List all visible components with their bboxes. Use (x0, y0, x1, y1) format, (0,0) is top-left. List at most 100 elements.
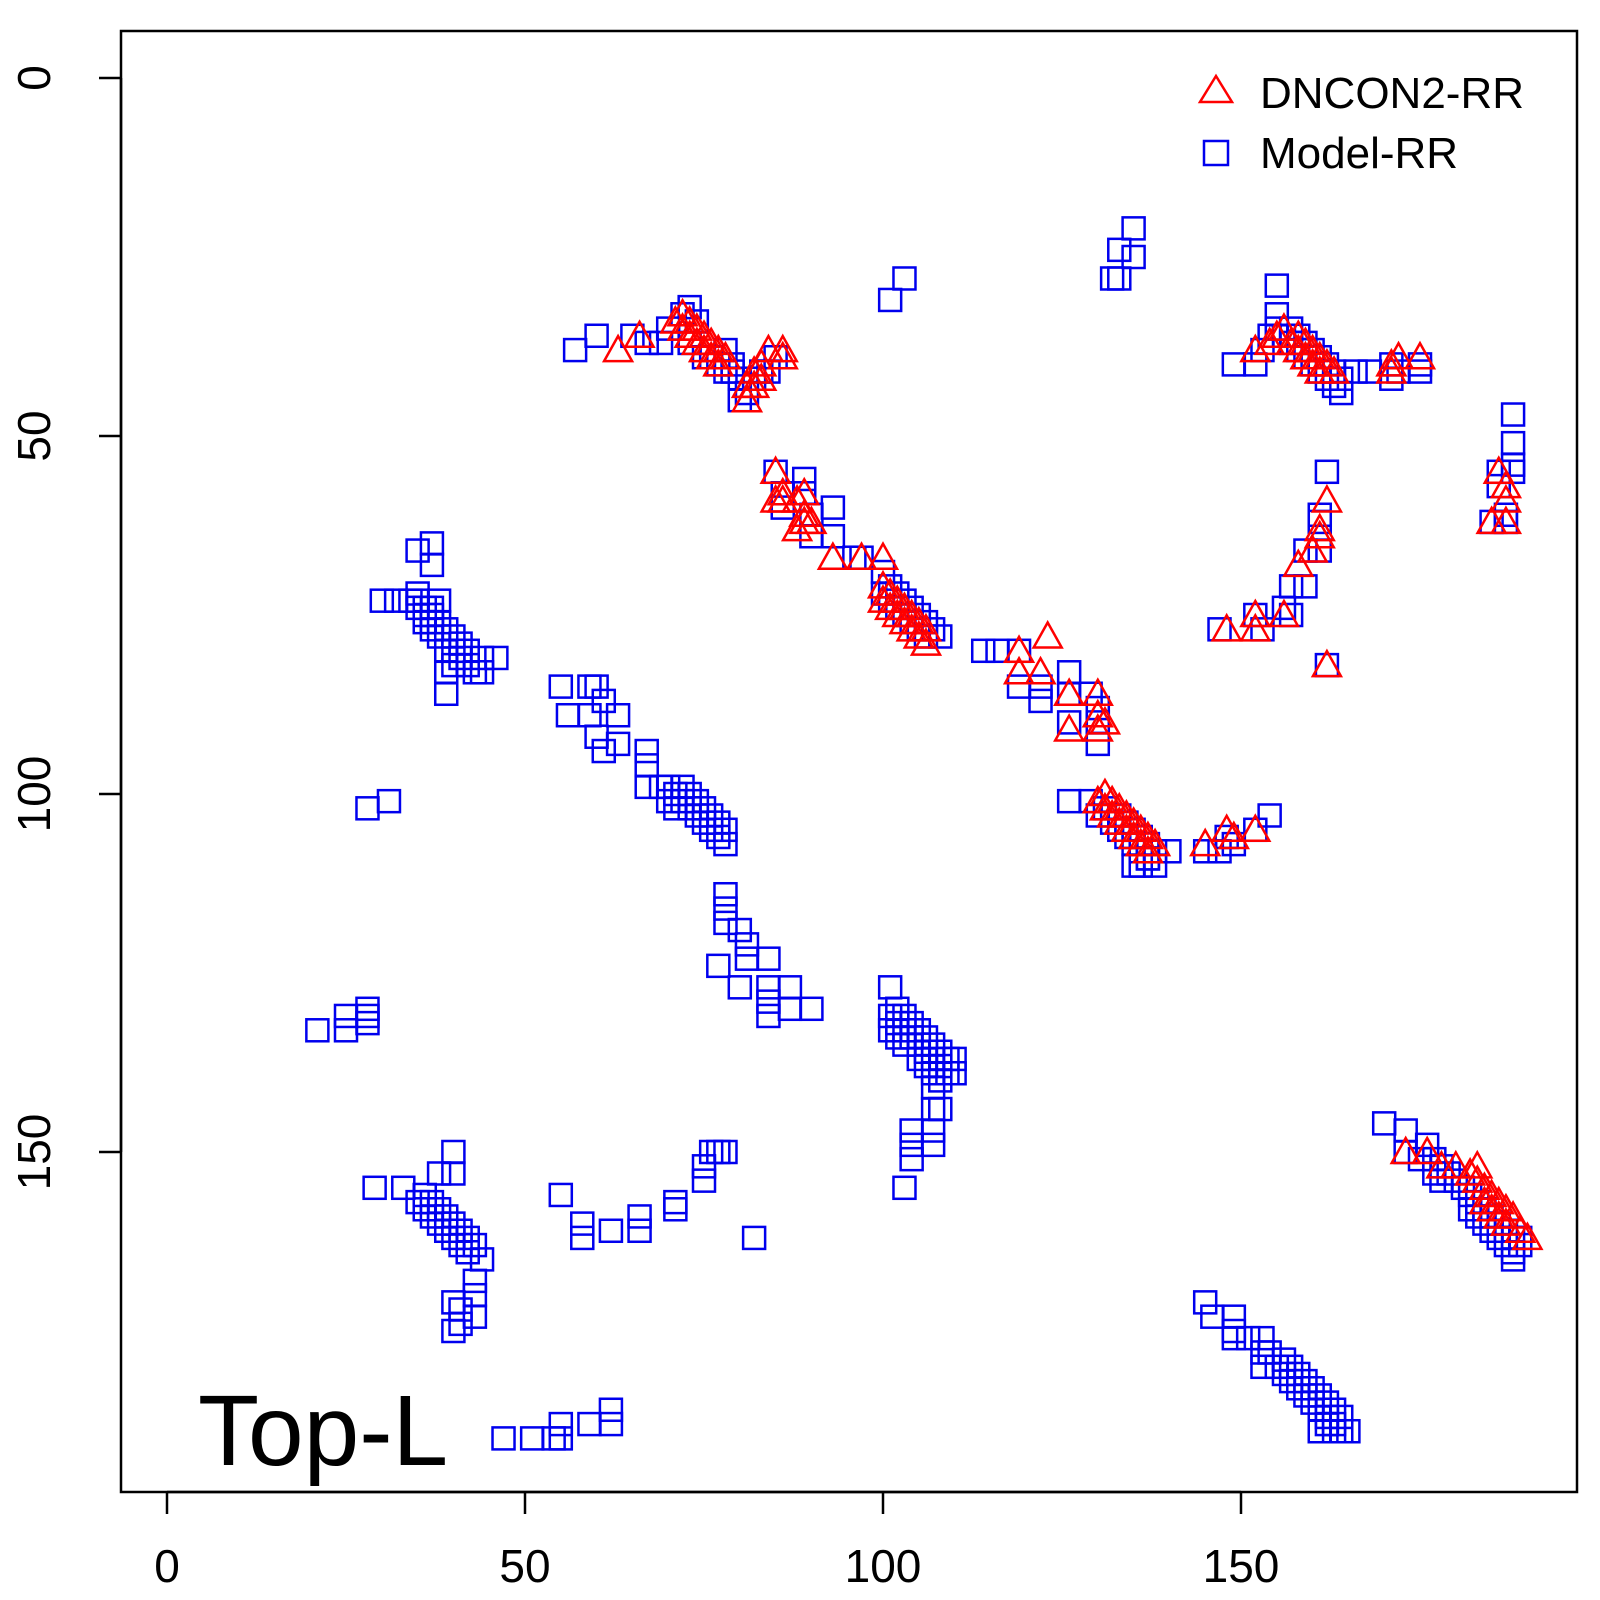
model-rr-point (1221, 352, 1247, 377)
model-rr-point (799, 996, 824, 1022)
model-rr-point (1293, 1368, 1318, 1394)
model-rr-point (691, 796, 717, 821)
model-rr-point (1250, 1340, 1275, 1365)
dncon2-rr-point (1453, 1156, 1487, 1186)
model-rr-point (1286, 1361, 1311, 1387)
model-rr-point (419, 595, 445, 621)
dncon2-rr-point (845, 541, 878, 570)
model-rr-point (1486, 1225, 1512, 1251)
model-rr-point (877, 975, 903, 1000)
dncon2-rr-point (1131, 834, 1165, 864)
model-rr-point (1407, 359, 1433, 384)
model-rr-point (577, 674, 602, 699)
model-rr-point (484, 645, 509, 671)
model-rr-point (1121, 244, 1146, 270)
model-rr-point (412, 1197, 438, 1222)
legend: DNCON2-RR Model-RR (1197, 69, 1524, 178)
model-rr-point (1328, 1418, 1354, 1444)
dncon2-rr-point (1389, 1135, 1422, 1165)
dncon2-rr-point (709, 340, 742, 370)
model-rr-point (426, 588, 452, 613)
model-rr-point (634, 753, 659, 778)
model-rr-point (383, 588, 409, 613)
model-rr-point (469, 1247, 495, 1272)
dncon2-rr-point (1210, 612, 1243, 642)
model-rr-point (734, 946, 760, 971)
dncon2-rr-point (1253, 326, 1286, 356)
x-tick-label: 100 (845, 1540, 922, 1592)
dncon2-rr-point (623, 319, 656, 349)
model-rr-point (433, 617, 459, 642)
model-rr-point (677, 796, 702, 821)
model-rr-point (663, 1197, 688, 1222)
model-rr-point (412, 1182, 438, 1208)
dncon2-rr-point (1411, 1135, 1444, 1165)
legend-square-marker (1202, 139, 1230, 167)
model-rr-point (433, 681, 459, 707)
model-rr-point (598, 1411, 624, 1437)
dncon2-rr-point (1461, 1164, 1494, 1193)
model-rr-point (448, 1232, 473, 1258)
dncon2-rr-point (730, 383, 764, 413)
data-points (305, 216, 1544, 1451)
model-rr-point (1192, 1290, 1218, 1315)
legend-triangle-marker (1197, 73, 1235, 104)
model-rr-point (1321, 1397, 1347, 1423)
dncon2-rr-point (1375, 355, 1408, 384)
model-rr-point (426, 1197, 452, 1222)
model-rr-point (1321, 1411, 1347, 1437)
model-rr-point (655, 788, 681, 814)
model-rr-point (441, 1318, 466, 1344)
model-rr-point (448, 645, 473, 671)
model-rr-point (433, 638, 459, 664)
model-rr-point (1271, 1347, 1297, 1372)
model-rr-point (892, 1003, 917, 1029)
model-rr-point (1371, 1111, 1397, 1136)
model-rr-point (713, 1139, 738, 1165)
model-rr-point (1500, 1239, 1526, 1265)
dncon2-rr-point (1489, 505, 1523, 535)
model-rr-point (369, 588, 395, 613)
model-rr-point (469, 660, 495, 685)
model-rr-point (562, 337, 588, 363)
model-rr-point (892, 266, 917, 291)
model-rr-point (727, 975, 753, 1000)
model-rr-point (1436, 1161, 1461, 1186)
model-rr-point (1314, 459, 1340, 485)
model-rr-point (441, 1290, 466, 1315)
dncon2-rr-point (1310, 648, 1344, 678)
model-rr-point (455, 1239, 480, 1265)
model-rr-point (462, 1282, 488, 1308)
model-rr-point (419, 1189, 445, 1215)
dncon2-rr-point (1088, 777, 1122, 807)
model-rr-point (1264, 1354, 1290, 1380)
dncon2-rr-point (1303, 512, 1336, 542)
model-rr-point (419, 609, 445, 635)
dncon2-rr-point (1239, 598, 1272, 628)
dncon2-rr-point (1124, 813, 1157, 843)
dncon2-rr-point (909, 627, 943, 656)
dncon2-rr-point (816, 541, 850, 570)
dncon2-rr-point (1002, 655, 1036, 685)
dncon2-rr-point (1103, 791, 1136, 821)
model-rr-point (899, 1118, 924, 1143)
model-rr-point (448, 1311, 473, 1337)
model-rr-point (426, 1211, 452, 1236)
model-rr-point (885, 1025, 910, 1050)
model-rr-point (355, 1003, 380, 1029)
dncon2-rr-point (888, 591, 921, 621)
model-rr-point (469, 645, 495, 671)
model-rr-point (584, 323, 609, 349)
model-rr-point (1500, 430, 1526, 456)
model-rr-point (684, 788, 710, 814)
model-rr-point (913, 1025, 939, 1050)
model-rr-point (928, 1096, 953, 1122)
dncon2-rr-point (1053, 677, 1086, 707)
model-rr-point (405, 581, 430, 606)
model-rr-point (1085, 731, 1111, 757)
model-rr-point (1300, 1390, 1325, 1415)
model-rr-point (713, 881, 738, 907)
model-rr-point (698, 803, 724, 828)
model-rr-point (885, 996, 910, 1022)
y-tick-label: 0 (8, 65, 60, 91)
